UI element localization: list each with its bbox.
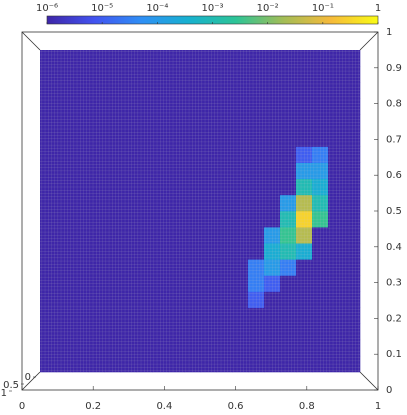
colorbar-tick-label: 10⁻² — [257, 3, 279, 14]
colorbar-tick-label: 10⁻¹ — [312, 3, 334, 14]
y-tick-label: 0.9 — [386, 63, 402, 74]
x-tick-label: 0.4 — [156, 401, 172, 412]
y-tick-label: 0.6 — [386, 170, 402, 181]
colorbar-tick-label: 10⁻⁵ — [91, 3, 113, 14]
x-tick-label: 0.8 — [299, 401, 315, 412]
box-edges — [21, 31, 379, 391]
x-tick-label: 0 — [19, 401, 25, 412]
y-tick-label: 0.1 — [386, 349, 402, 360]
colorbar-tick-label: 10⁻⁴ — [146, 3, 168, 14]
y-tick-label: 0.4 — [386, 242, 402, 253]
colorbar-tick-label: 10⁻³ — [201, 3, 223, 14]
colorbar-tick-label: 1 — [375, 3, 381, 14]
y-tick-label: 0.7 — [386, 134, 402, 145]
y-tick-label: 0.2 — [386, 313, 402, 324]
x-tick-label: 0.2 — [85, 401, 101, 412]
mesh — [40, 50, 360, 372]
y-tick-label: 0 — [386, 385, 392, 396]
y-tick-label: 0.8 — [386, 99, 402, 110]
z-tick-label: 0.5 — [3, 380, 19, 391]
y-tick-label: 0.5 — [386, 206, 402, 217]
colorbar-tick-label: 10⁻⁶ — [36, 3, 58, 14]
x-tick-label: 0.6 — [228, 401, 244, 412]
x-tick-label: 1 — [375, 401, 381, 412]
y-tick-label: 1 — [386, 27, 392, 38]
y-tick-label: 0.3 — [386, 278, 402, 289]
z-tick-label: 1 — [1, 388, 7, 399]
z-tick-label: 0 — [25, 372, 31, 383]
